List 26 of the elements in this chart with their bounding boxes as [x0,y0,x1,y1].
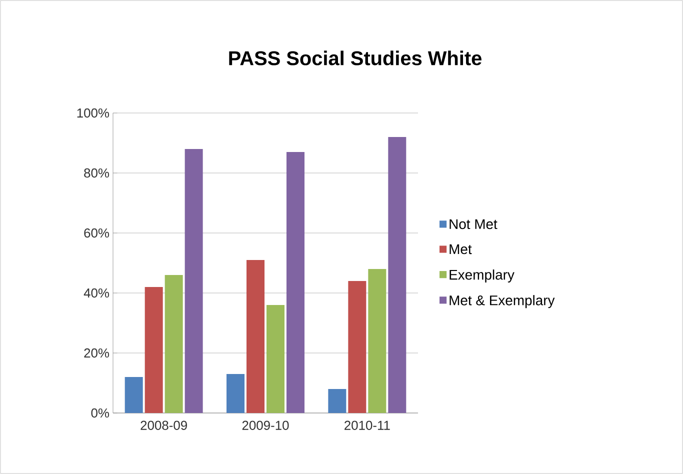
bar [388,136,406,413]
x-tick-label: 2010-11 [344,420,390,430]
bar [164,274,183,413]
y-tick-label: 60% [84,228,110,238]
legend-label: Exemplary [450,269,514,282]
y-tick-label: 80% [84,168,110,178]
bar [266,304,284,413]
legend-label: Not Met [450,219,498,230]
bar [226,374,245,413]
bar [184,148,203,413]
legend-label: Met [450,244,472,254]
y-tick-label: 100% [77,108,110,118]
bar [124,377,143,413]
x-tick-label: 2008-09 [140,420,187,430]
bar [348,280,366,413]
bar [368,268,386,413]
y-tick-label: 20% [84,348,110,358]
y-tick-label: 40% [84,288,110,298]
bar [286,152,304,413]
legend-label: Met & Exemplary [450,295,555,308]
y-tick-label: 0% [91,408,110,418]
bar [246,260,265,413]
x-tick-label: 2009-10 [242,420,289,430]
bar [144,286,163,413]
chart-title: PASS Social Studies White [229,50,482,66]
bar [328,389,346,413]
